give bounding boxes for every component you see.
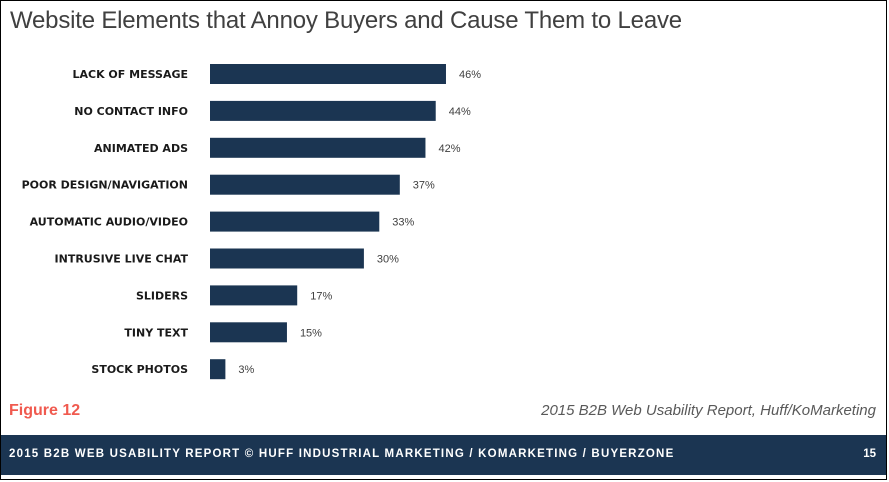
bar: [210, 248, 364, 269]
category-label: POOR DESIGN/NAVIGATION: [22, 179, 188, 192]
category-label: INTRUSIVE LIVE CHAT: [55, 253, 189, 266]
category-label: STOCK PHOTOS: [91, 363, 188, 376]
footer-bar: 2015 B2B WEB USABILITY REPORT © HUFF IND…: [1, 435, 886, 475]
category-label: SLIDERS: [136, 289, 188, 302]
bar: [210, 137, 426, 158]
bar: [210, 64, 446, 84]
bar-chart: LACK OF MESSAGE 46% NO CONTACT INFO 44% ANIM…: [22, 64, 481, 380]
category-label: TINY TEXT: [124, 326, 188, 339]
value-label: 15%: [300, 327, 322, 339]
value-label: 3%: [238, 364, 254, 376]
category-label: AUTOMATIC AUDIO/VIDEO: [30, 216, 188, 229]
value-label: 33%: [392, 217, 414, 229]
figure-label: Figure 12: [9, 402, 81, 419]
footer-text: 2015 B2B WEB USABILITY REPORT © HUFF IND…: [9, 448, 675, 460]
bar: [210, 211, 380, 232]
bar: [210, 100, 436, 121]
value-label: 17%: [310, 290, 332, 302]
bar: [210, 285, 298, 306]
value-label: 46%: [459, 69, 481, 81]
category-label: LACK OF MESSAGE: [72, 68, 188, 81]
page-number: 15: [863, 448, 876, 460]
bar: [210, 359, 226, 380]
bar: [210, 174, 400, 195]
bar: [210, 322, 287, 343]
value-label: 37%: [413, 180, 435, 192]
value-label: 44%: [449, 106, 471, 118]
category-label: NO CONTACT INFO: [74, 105, 188, 118]
page-title: Website Elements that Annoy Buyers and C…: [10, 7, 682, 34]
source-note: 2015 B2B Web Usability Report, Huff/KoMa…: [541, 402, 876, 419]
value-label: 30%: [377, 254, 399, 266]
value-label: 42%: [438, 143, 460, 155]
category-label: ANIMATED ADS: [94, 142, 188, 155]
